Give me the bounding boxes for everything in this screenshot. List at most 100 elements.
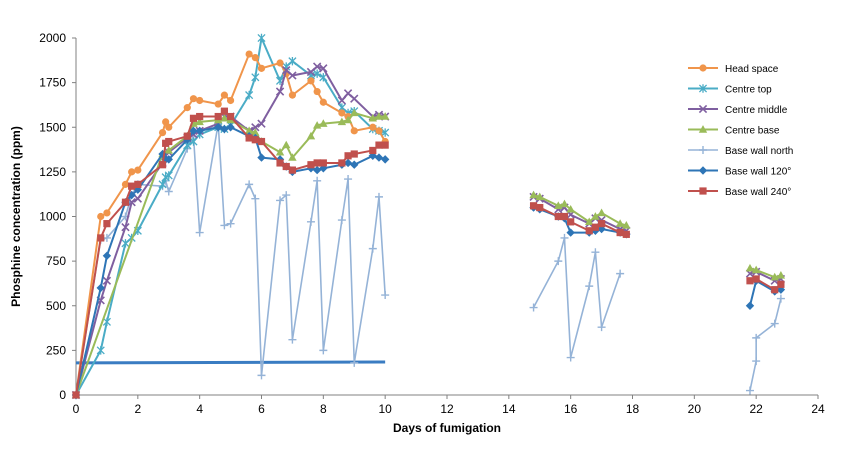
data-point [338,159,346,167]
data-point [369,146,377,155]
data-point [103,220,111,228]
series-line [533,194,627,227]
data-point [226,219,235,228]
data-point [257,137,266,146]
data-point [189,114,198,122]
data-point [585,282,594,291]
data-point [158,180,167,189]
x-tick-label: 22 [749,402,763,416]
data-point [566,353,575,362]
data-point [220,91,228,99]
y-tick-label: 500 [46,299,66,313]
data-point [319,73,328,82]
legend-item: Base wall 240° [688,187,791,198]
data-point [245,90,254,100]
data-point [312,62,322,71]
series-line [532,237,621,359]
data-point [189,126,198,136]
data-point [746,277,754,285]
legend-swatch-marker [698,125,708,133]
data-point [338,109,346,117]
data-point [162,118,170,126]
data-point [319,119,328,127]
data-point [350,160,359,169]
legend-item: Centre base [688,125,780,137]
x-axis-title: Days of fumigation [393,421,501,435]
data-point [313,159,321,167]
data-point [380,155,390,164]
data-point [776,294,785,303]
data-point [183,104,191,112]
x-tick-label: 12 [440,402,454,416]
data-point [251,123,260,132]
data-point [381,128,390,137]
data-point [306,131,316,140]
y-tick-label: 1250 [39,165,66,179]
x-axis-ticks: 0 2 4 6 8 10 12 14 16 18 20 22 24 [73,395,825,416]
data-point [307,77,315,85]
x-tick-label: 10 [378,402,392,416]
data-point [343,158,353,168]
data-point [251,54,259,62]
data-point [591,248,600,257]
data-point [121,223,130,232]
data-point [288,166,297,174]
data-point [752,357,761,366]
data-point [337,96,347,105]
axes: 0 2 4 6 8 10 12 14 16 18 20 22 24 025050075010001250… [39,31,825,416]
data-point [374,153,384,162]
data-point [257,153,266,162]
data-point [560,233,569,242]
data-point [257,64,266,72]
data-point [529,303,538,312]
data-point [97,212,105,221]
data-point [350,94,359,103]
data-point [585,227,593,235]
data-point [319,64,328,73]
data-point [164,146,173,154]
series-centre-base [71,108,786,399]
data-point [103,209,111,217]
data-point [313,176,322,185]
y-axis-title: Phosphine concentration (ppm) [9,126,23,307]
data-point [560,199,569,208]
legend-swatch-marker [699,187,707,195]
data-point [196,96,204,105]
y-tick-label: 1500 [39,120,66,134]
legend-item: Head space [688,64,779,75]
data-point [127,198,136,207]
y-tick-label: 0 [59,388,66,402]
data-point [350,108,359,117]
data-point [245,50,253,58]
data-point [529,190,538,199]
data-point [380,112,390,120]
legend-label: Centre base [725,126,780,137]
data-point [195,126,204,136]
series-centre-middle [71,62,786,400]
data-point [96,346,105,355]
legend-label: Centre top [725,85,772,96]
series-line [749,267,782,279]
data-point [121,198,130,206]
data-point [554,257,563,266]
data-point [337,216,346,225]
data-point [102,317,111,327]
data-point [288,153,297,161]
data-point [319,159,327,167]
data-point [597,220,606,228]
legend-swatch-marker [699,146,707,154]
legend-label: Head space [725,64,779,75]
data-point [257,33,266,43]
data-point [770,319,779,328]
data-point [97,234,105,242]
data-point [751,265,761,274]
data-point [313,87,321,96]
data-point [128,182,136,190]
data-point [374,192,383,201]
legend-swatch-marker [698,104,708,114]
y-tick-label: 1750 [39,76,66,90]
data-point [195,228,204,237]
x-tick-label: 14 [502,402,516,416]
